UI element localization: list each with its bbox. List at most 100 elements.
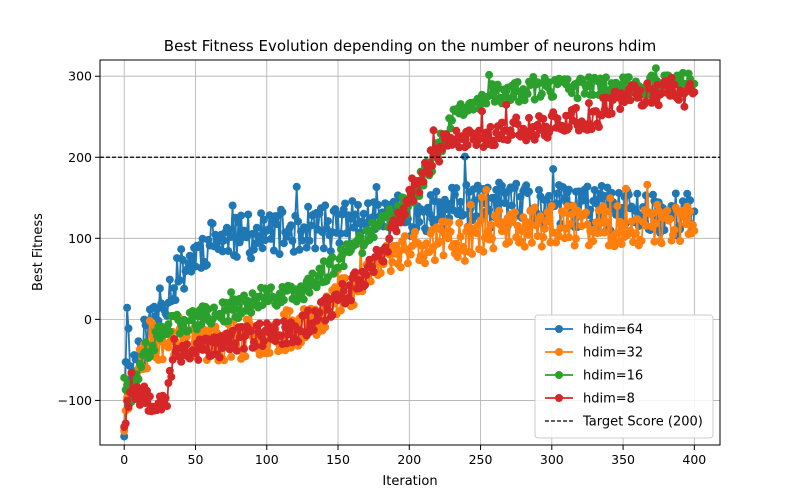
data-point [167, 372, 176, 381]
data-point [445, 218, 454, 227]
data-point [450, 190, 459, 199]
data-point [459, 243, 468, 251]
data-point [258, 244, 267, 253]
data-point [175, 276, 184, 285]
data-point [674, 95, 683, 104]
data-point [634, 93, 643, 102]
legend-label: hdim=64 [583, 323, 643, 338]
data-point [227, 233, 236, 241]
data-point [321, 323, 330, 332]
data-point [446, 227, 455, 236]
data-point [220, 236, 228, 245]
data-point [279, 317, 288, 326]
data-point [191, 349, 200, 357]
legend-entry: hdim=32 [545, 346, 643, 361]
data-point [452, 184, 461, 193]
data-point [614, 189, 623, 197]
data-point [653, 200, 662, 209]
data-point [247, 308, 256, 317]
data-point [476, 216, 485, 225]
data-point [592, 218, 600, 227]
legend-entry: Target Score (200) [545, 415, 703, 430]
data-point [269, 246, 278, 255]
data-point [228, 326, 237, 335]
data-point [680, 213, 689, 222]
data-point [324, 217, 332, 226]
legend-marker [555, 394, 563, 402]
data-point [429, 126, 438, 135]
data-point [482, 186, 491, 194]
data-point [285, 327, 294, 336]
data-point [654, 101, 663, 110]
data-point [549, 92, 558, 101]
legend-marker [555, 348, 563, 356]
data-point [540, 224, 549, 233]
data-point [356, 232, 365, 241]
data-point [252, 223, 261, 232]
data-point [376, 269, 385, 277]
data-point [520, 96, 529, 105]
data-point [120, 432, 129, 441]
data-point [456, 197, 465, 206]
data-point [257, 209, 266, 218]
data-point [552, 238, 561, 247]
data-point [120, 373, 129, 382]
data-point [185, 354, 194, 363]
legend-box [534, 314, 714, 439]
data-point [532, 131, 541, 140]
data-point [466, 200, 475, 209]
data-point [406, 190, 415, 199]
data-point [211, 230, 220, 239]
data-point [567, 89, 576, 98]
data-point [497, 118, 506, 127]
data-point [612, 229, 620, 238]
data-point [324, 305, 332, 314]
data-point [621, 184, 630, 193]
series-layer [120, 64, 699, 441]
data-point [403, 259, 412, 268]
data-point [512, 113, 521, 122]
data-point [513, 221, 522, 230]
data-point [676, 237, 685, 245]
data-point [527, 238, 536, 247]
data-point [680, 102, 689, 111]
data-point [121, 419, 130, 428]
data-point [228, 305, 237, 314]
data-point [690, 226, 699, 235]
data-point [666, 214, 675, 223]
data-point [683, 189, 692, 198]
data-point [583, 81, 592, 90]
x-tick-label: 350 [611, 452, 635, 467]
data-point [619, 222, 628, 231]
plot-frame [99, 59, 721, 446]
x-tick-label: 250 [469, 452, 493, 467]
legend-label: hdim=16 [583, 369, 643, 384]
data-point [210, 303, 218, 312]
data-point [299, 295, 308, 304]
data-point [517, 227, 526, 236]
data-point [232, 252, 241, 261]
axis-ticks: 0 50 100 150 200 250 300 350 400 −100 0 100 200 300 [58, 69, 707, 467]
data-point [339, 286, 348, 295]
data-point [231, 339, 240, 348]
data-point [164, 320, 173, 329]
data-point [513, 120, 522, 128]
data-point [292, 182, 301, 191]
data-point [456, 100, 465, 109]
data-point [559, 209, 568, 218]
data-point [421, 259, 429, 268]
data-point [606, 194, 615, 203]
data-point [305, 288, 314, 297]
data-point [336, 306, 345, 315]
data-point [326, 247, 335, 256]
data-point [589, 90, 598, 99]
data-point [165, 366, 174, 375]
data-point [525, 187, 533, 196]
data-point [626, 96, 635, 105]
data-point [486, 220, 495, 229]
data-point [379, 257, 388, 266]
data-point [314, 271, 323, 280]
y-tick-label: −100 [58, 393, 92, 408]
data-point [564, 185, 573, 194]
data-point [478, 107, 486, 116]
